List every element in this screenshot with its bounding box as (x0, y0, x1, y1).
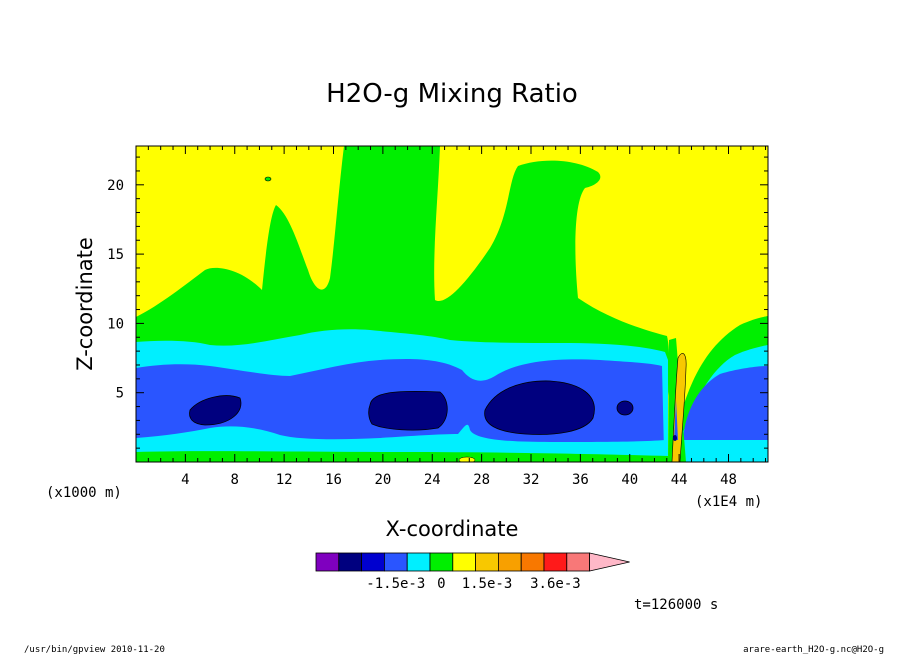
y-tick-label: 5 (116, 386, 124, 402)
colorbar-swatch (383, 552, 408, 572)
colorbar-swatch (497, 552, 522, 572)
colorbar-swatch (315, 552, 340, 572)
time-label: t=126000 s (634, 597, 718, 613)
colorbar-swatch (406, 552, 431, 572)
y-tick-label: 10 (107, 316, 124, 332)
x-axis-label: X-coordinate (386, 517, 519, 541)
colorbar-swatch (429, 552, 454, 572)
y-axis-label: Z-coordinate (73, 237, 97, 371)
field-cyan-lower-right (683, 440, 768, 452)
colorbar-swatch (475, 552, 499, 572)
field-navy-blob-big (484, 380, 595, 435)
x-tick-label: 20 (374, 472, 391, 488)
colorbar-labels: -1.5e-3 0 1.5e-3 3.6e-3 (366, 576, 580, 592)
colorbar (315, 552, 630, 572)
x-tick-label: 40 (621, 472, 638, 488)
field-blue-right (683, 366, 768, 440)
field-navy-blob-small (616, 400, 634, 416)
field-navy-column-dot (673, 435, 677, 441)
colorbar-extend-arrow (589, 552, 630, 572)
x-tick-label: 24 (424, 472, 441, 488)
colorbar-label: 3.6e-3 (530, 576, 581, 592)
plot-frame (135, 145, 769, 463)
x-tick-label: 4 (181, 472, 189, 488)
colorbar-label: 1.5e-3 (462, 576, 513, 592)
colorbar-label: 0 (437, 576, 445, 592)
field-navy-blob-mid (368, 390, 448, 431)
plot-area (136, 146, 768, 462)
x-unit-right: (x1E4 m) (695, 494, 762, 510)
x-tick-label: 44 (671, 472, 688, 488)
footer-left: /usr/bin/gpview 2010-11-20 (24, 645, 165, 654)
x-unit-left: (x1000 m) (46, 485, 122, 501)
x-tick-label: 16 (325, 472, 342, 488)
chart-title: H2O-g Mixing Ratio (326, 79, 578, 109)
y-tick-label: 20 (107, 178, 124, 194)
colorbar-swatch (566, 552, 590, 572)
colorbar-label: -1.5e-3 (366, 576, 425, 592)
footer-right: arare-earth_H2O-g.nc@H2O-g (743, 645, 884, 654)
x-tick-label: 28 (473, 472, 490, 488)
field-green-speck (264, 176, 272, 182)
x-tick-label: 32 (523, 472, 540, 488)
y-tick-label: 15 (107, 247, 124, 263)
x-tick-label: 12 (276, 472, 293, 488)
field-blue-column (674, 400, 678, 440)
field-navy-blob-left (189, 395, 242, 426)
x-tick-label: 8 (231, 472, 239, 488)
field-green-bottom (136, 451, 668, 462)
axis-ticks (136, 146, 768, 462)
colorbar-swatch (361, 552, 385, 572)
colorbar-swatch (338, 552, 362, 572)
field-yellow-bottom-patch (458, 456, 476, 462)
x-tick-label: 36 (572, 472, 589, 488)
x-tick-label: 48 (720, 472, 737, 488)
colorbar-swatch (543, 552, 568, 572)
colorbar-swatch (452, 552, 476, 572)
colorbar-swatch (520, 552, 545, 572)
